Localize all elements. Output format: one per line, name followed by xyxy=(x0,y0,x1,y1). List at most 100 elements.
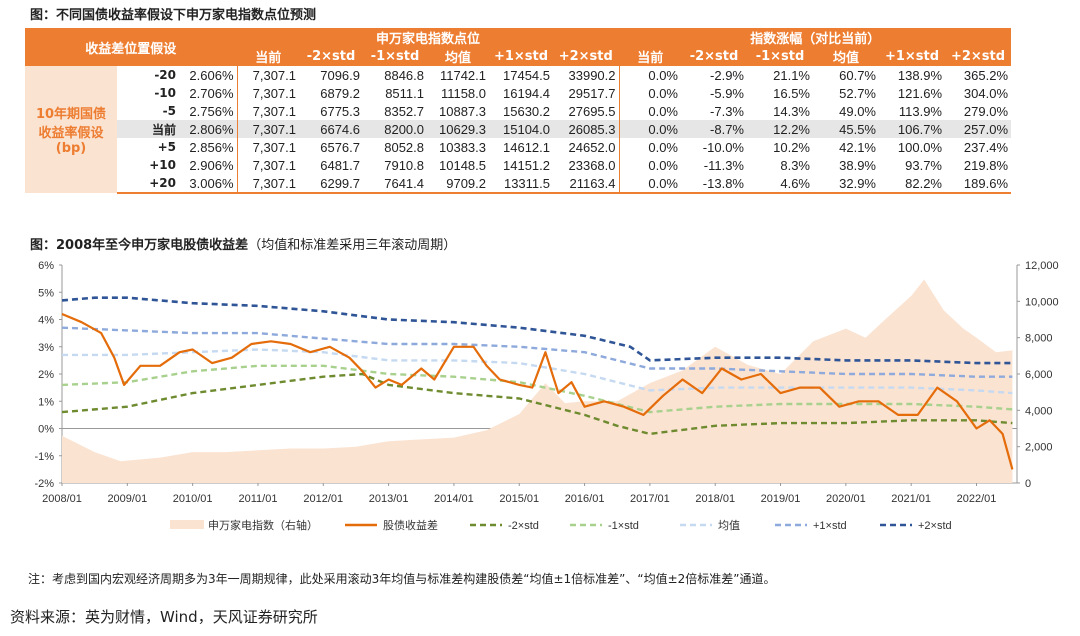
points-cell: 6674.6 xyxy=(299,120,363,138)
yield-cell: 2.706% xyxy=(189,85,234,101)
x-tick-label: 2019/01 xyxy=(761,493,801,505)
points-cell: 8511.1 xyxy=(385,85,424,101)
points-cell: 33990.2 xyxy=(568,67,616,83)
change-cell: 8.3% xyxy=(780,157,810,173)
y-right-tick-label: 4,000 xyxy=(1025,405,1053,417)
points-cell: 10148.5 xyxy=(439,157,486,173)
x-tick-label: 2011/01 xyxy=(238,493,277,505)
col-header-change: -2×std xyxy=(689,49,739,64)
bp-cell: 当前 xyxy=(117,120,179,138)
points-cell: 7,307.1 xyxy=(236,120,299,138)
table-row: 当前 2.806% 7,307.1 6674.6 8200.0 10629.3 15104.… xyxy=(25,120,1011,138)
series-line-+1xstd xyxy=(61,326,1013,378)
source-text: 资料来源：英为财情，Wind，天风证券研究所 xyxy=(10,608,318,626)
col-header-change: +1×std xyxy=(884,49,940,64)
change-cell: 52.7% xyxy=(839,85,876,101)
corner-header: 收益差位置假设 xyxy=(85,41,177,57)
change-cell: 121.6% xyxy=(897,85,942,101)
points-cell: 6481.7 xyxy=(320,157,360,173)
col-header-change: 均值 xyxy=(832,51,859,66)
yield-cell: 3.006% xyxy=(179,174,237,194)
points-cell: 7,307.1 xyxy=(236,66,299,84)
change-cell: 304.0% xyxy=(963,85,1008,101)
y-left-tick-label: -1% xyxy=(34,451,54,463)
table-row: +10 2.906% 7,307.1 6481.7 7910.8 10148.5 14151… xyxy=(25,156,1011,174)
change-cell: 0.0% xyxy=(618,84,681,102)
points-cell: 6879.2 xyxy=(320,85,360,101)
points-cell: 7096.9 xyxy=(320,67,360,83)
change-cell: -5.9% xyxy=(710,85,744,101)
change-cell: 257.0% xyxy=(945,120,1011,138)
col-header-points: +1×std xyxy=(493,49,549,64)
points-cell: 11742.1 xyxy=(439,67,486,83)
points-cell: 26085.3 xyxy=(553,120,619,138)
y-left-tick-label: 3% xyxy=(38,342,54,354)
points-cell: 7,307.1 xyxy=(236,156,299,174)
x-tick-label: 2010/01 xyxy=(173,493,213,505)
spread-chart: 6% 5% 4% 3% 2% 1% 0% -1% -2% 12,000 10,000 8,000 6,0… xyxy=(34,260,1059,532)
change-cell: 21.1% xyxy=(773,67,810,83)
bp-cell: -10 xyxy=(154,86,176,100)
points-cell: 17454.5 xyxy=(503,67,550,83)
x-tick-label: 2018/01 xyxy=(695,493,735,505)
points-cell: 6775.3 xyxy=(320,103,360,119)
points-cell: 8352.7 xyxy=(384,103,424,119)
legend-label: 均值 xyxy=(718,519,740,532)
legend-label: +2×std xyxy=(918,520,952,532)
points-cell: 6576.7 xyxy=(320,139,360,155)
points-cell: 10629.3 xyxy=(427,120,489,138)
points-cell: 6299.7 xyxy=(299,174,363,194)
points-cell: 15630.2 xyxy=(503,103,550,119)
points-cell: 29517.7 xyxy=(568,85,616,101)
change-cell: 82.2% xyxy=(879,174,945,194)
yield-cell: 2.756% xyxy=(189,103,234,119)
change-cell: 49.0% xyxy=(839,103,876,119)
change-cell: 0.0% xyxy=(618,156,681,174)
change-cell: -2.9% xyxy=(710,67,744,83)
points-cell: 21163.4 xyxy=(553,174,619,194)
bp-cell: +5 xyxy=(157,140,176,154)
legend-label: 申万家电指数（右轴） xyxy=(208,518,318,532)
points-cell: 15104.0 xyxy=(489,120,553,138)
change-cell: 189.6% xyxy=(945,174,1011,194)
y-right-tick-label: 6,000 xyxy=(1025,369,1053,381)
y-right-tick-label: 0 xyxy=(1025,478,1031,490)
change-cell: 138.9% xyxy=(897,67,942,83)
col-header-change: -1×std xyxy=(755,49,805,64)
yield-cell: 2.606% xyxy=(189,67,234,83)
series-index-area xyxy=(62,279,1013,483)
x-tick-label: 2014/01 xyxy=(434,493,474,505)
change-cell: 237.4% xyxy=(963,139,1008,155)
row-group-label: 10年期国债 收益率假设 (bp) xyxy=(25,66,117,193)
y-right-tick-label: 12,000 xyxy=(1025,260,1059,272)
change-cell: 12.2% xyxy=(747,120,813,138)
y-left-tick-label: 4% xyxy=(38,315,54,327)
col-header-points: +2×std xyxy=(558,49,613,64)
legend-label: 股债收益差 xyxy=(383,518,438,532)
points-cell: 7,307.1 xyxy=(236,84,299,102)
change-cell: 0.0% xyxy=(618,138,681,156)
x-tick-label: 2021/01 xyxy=(891,493,931,505)
points-cell: 14151.2 xyxy=(503,157,550,173)
change-group-header: 指数涨幅（对比当前） xyxy=(618,28,1011,47)
y-right-tick-label: 2,000 xyxy=(1025,442,1053,454)
change-cell: -13.8% xyxy=(681,174,747,194)
points-group-header: 申万家电指数点位 xyxy=(236,28,619,47)
points-cell: 24652.0 xyxy=(568,139,616,155)
change-cell: 14.3% xyxy=(773,103,810,119)
change-cell: 60.7% xyxy=(839,67,876,83)
col-header-points: 当前 xyxy=(236,47,299,66)
x-tick-label: 2013/01 xyxy=(369,493,409,505)
bp-cell: -20 xyxy=(154,68,176,82)
bp-cell: -5 xyxy=(162,104,176,118)
points-cell: 7,307.1 xyxy=(236,174,299,194)
points-cell: 10383.3 xyxy=(439,139,486,155)
col-header-points: -2×std xyxy=(306,49,356,64)
change-cell: 219.8% xyxy=(963,157,1008,173)
change-cell: -8.7% xyxy=(681,120,747,138)
points-cell: 27695.5 xyxy=(568,103,616,119)
points-cell: 7910.8 xyxy=(384,157,424,173)
col-header-points: -1×std xyxy=(370,49,420,64)
legend-swatch-index xyxy=(170,520,204,529)
change-cell: 0.0% xyxy=(618,66,681,84)
